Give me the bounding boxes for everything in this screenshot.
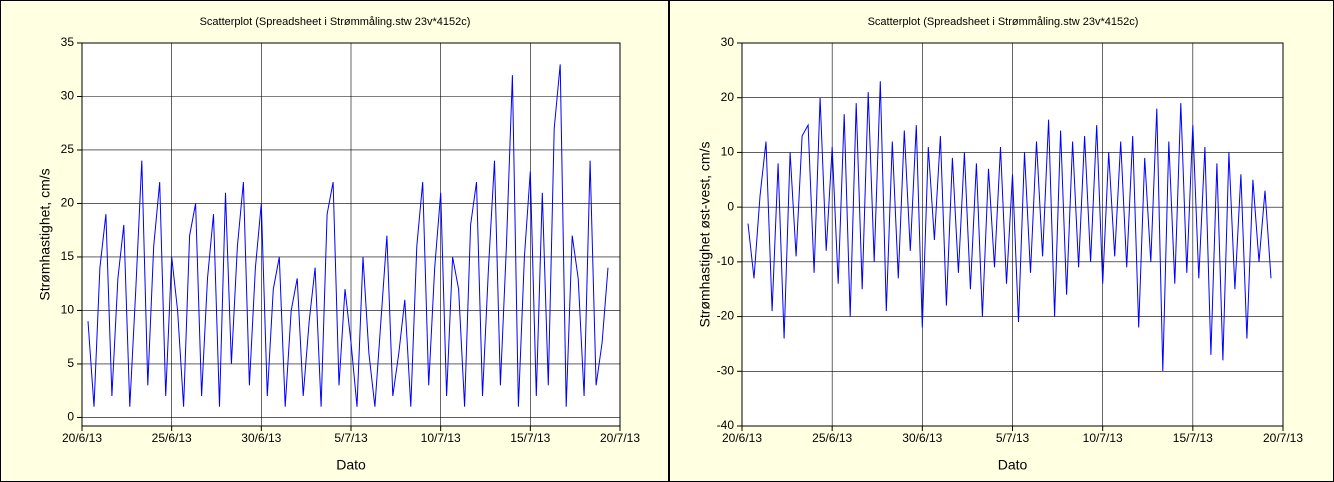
y-tick-label: 0 [727,199,734,213]
y-tick-label: -40 [717,418,735,432]
x-tick-label: 20/7/13 [1263,431,1303,445]
y-tick-label: 30 [721,35,735,49]
chart-title: Scatterplot (Spreadsheet i Strømmåling.s… [868,16,1139,28]
y-tick-label: -20 [717,309,735,323]
data-line [87,64,609,407]
chart-title: Scatterplot (Spreadsheet i Strømmåling.s… [200,16,471,28]
y-tick-label: 15 [61,249,75,263]
data-line [747,81,1272,372]
x-tick-label: 10/7/13 [1083,431,1123,445]
plot-border [741,42,1284,427]
x-tick-label: 30/6/13 [902,431,942,445]
x-axis-label: Dato [336,457,366,473]
plot-border [81,42,621,427]
y-tick-label: -10 [717,254,735,268]
x-tick-label: 10/7/13 [421,431,461,445]
x-tick-label: 20/7/13 [600,431,640,445]
y-tick-label: 35 [61,35,75,49]
y-tick-label: 20 [61,196,75,210]
y-tick-label: 10 [61,303,75,317]
y-tick-label: 25 [61,142,75,156]
x-tick-label: 5/7/13 [334,431,368,445]
x-tick-label: 5/7/13 [996,431,1030,445]
y-axis-label: Strømhastighet, cm/s [37,168,53,300]
y-tick-label: 30 [61,89,75,103]
y-tick-label: 20 [721,90,735,104]
y-tick-label: 5 [67,356,74,370]
y-tick-label: 0 [67,410,74,424]
x-tick-label: 25/6/13 [152,431,192,445]
x-tick-label: 20/6/13 [722,431,762,445]
y-tick-label: 10 [721,145,735,159]
x-tick-label: 15/7/13 [1173,431,1213,445]
x-tick-label: 30/6/13 [241,431,281,445]
x-tick-label: 25/6/13 [812,431,852,445]
y-tick-label: -30 [717,363,735,377]
x-axis-label: Dato [998,457,1028,473]
x-tick-label: 20/6/13 [62,431,102,445]
y-axis-label: Strømhastighet øst-vest, cm/s [697,142,713,328]
x-tick-label: 15/7/13 [510,431,550,445]
